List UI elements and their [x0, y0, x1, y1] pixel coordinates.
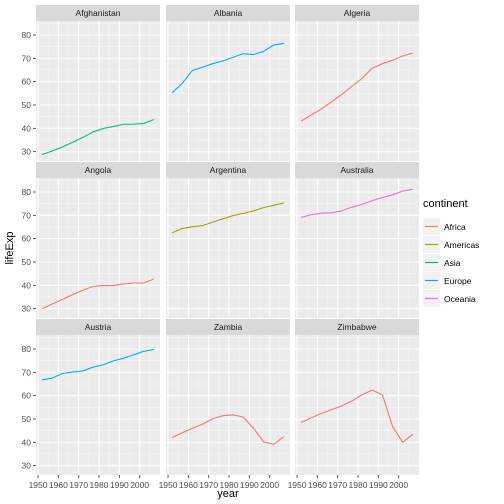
y-tick-label: 30: [22, 304, 32, 314]
facet-australia: Australia: [295, 162, 419, 318]
facet-strip: [295, 162, 419, 178]
facet-strip-label: Albania: [214, 8, 243, 18]
x-tick-label: 1970: [199, 480, 218, 490]
x-tick-label: 2000: [260, 480, 279, 490]
facet-strip: [36, 162, 160, 178]
y-axis: 30 40 50 60 70 80 30 40 50 60 70 80 30 40 50 60 70 80: [22, 30, 36, 471]
y-tick-label: 50: [22, 414, 32, 424]
y-tick-label: 30: [22, 147, 32, 157]
x-tick-label: 1980: [90, 480, 109, 490]
facet-strip: [166, 5, 290, 21]
legend-label: Oceania: [444, 294, 476, 304]
facet-strip: [36, 319, 160, 335]
facet-strip: [295, 319, 419, 335]
facet-austria: Austria: [36, 319, 160, 475]
x-tick-label: 2000: [389, 480, 408, 490]
y-axis-title: lifeExp: [4, 231, 16, 264]
facet-strip-label: Austria: [85, 322, 112, 332]
y-tick-label: 70: [22, 53, 32, 63]
legend: continent Africa Americas Asia Europe Oceani…: [423, 198, 479, 307]
legend-item-asia: Asia: [423, 254, 461, 271]
facet-afghanistan: Afghanistan: [36, 5, 160, 161]
facet-strip-label: Zimbabwe: [337, 322, 376, 332]
legend-title: continent: [423, 198, 468, 210]
x-axis: 1950 1960 1970 1980 1990 2000 1950 1960 1970 1980…: [29, 475, 408, 490]
x-tick-label: 2000: [130, 480, 149, 490]
y-tick-label: 50: [22, 257, 32, 267]
series-line-afghanistan: [41, 118, 155, 155]
x-tick-label: 1990: [110, 480, 129, 490]
legend-label: Asia: [444, 258, 461, 268]
facet-algeria: Algeria: [295, 5, 419, 161]
series-line-albania: [171, 42, 284, 94]
legend-label: Africa: [444, 222, 466, 232]
y-tick-label: 60: [22, 391, 32, 401]
y-tick-label: 70: [22, 367, 32, 377]
facet-strip-label: Zambia: [214, 322, 243, 332]
legend-item-oceania: Oceania: [423, 290, 476, 307]
series-line-argentina: [171, 202, 285, 234]
y-tick-label: 60: [22, 234, 32, 244]
legend-item-africa: Africa: [423, 218, 466, 235]
x-tick-label: 1980: [349, 480, 368, 490]
series-line-algeria: [300, 52, 414, 122]
y-tick-label: 40: [22, 437, 32, 447]
y-tick-label: 40: [22, 123, 32, 133]
x-tick-label: 1970: [69, 480, 88, 490]
y-tick-label: 80: [22, 344, 32, 354]
legend-item-europe: Europe: [423, 272, 472, 289]
x-axis-title: year: [217, 488, 239, 500]
x-tick-label: 1950: [159, 480, 178, 490]
facet-strip: [36, 5, 160, 21]
x-tick-label: 1990: [240, 480, 259, 490]
x-tick-label: 1990: [369, 480, 388, 490]
y-tick-label: 80: [22, 187, 32, 197]
facet-strip-label: Algeria: [344, 8, 371, 18]
y-tick-label: 80: [22, 30, 32, 40]
legend-item-americas: Americas: [423, 236, 479, 253]
series-line-zimbabwe: [300, 389, 414, 443]
series-line-zambia: [171, 414, 285, 445]
y-tick-label: 40: [22, 280, 32, 290]
facet-strip-label: Argentina: [210, 165, 247, 175]
facet-angola: Angola: [36, 162, 160, 318]
x-tick-label: 1950: [29, 480, 48, 490]
facet-strip: [166, 162, 290, 178]
legend-label: Europe: [444, 276, 472, 286]
x-tick-label: 1960: [179, 480, 198, 490]
x-tick-label: 1960: [49, 480, 68, 490]
x-tick-label: 1980: [220, 480, 239, 490]
x-tick-label: 1960: [308, 480, 327, 490]
facet-panels: Afghanistan Albania Algeria Angola Argentina…: [36, 5, 419, 475]
facet-strip-label: Angola: [85, 165, 112, 175]
facet-strip-label: Afghanistan: [76, 8, 121, 18]
y-tick-label: 70: [22, 210, 32, 220]
facet-albania: Albania: [166, 5, 290, 161]
facet-strip-label: Australia: [340, 165, 373, 175]
facet-strip: [295, 5, 419, 21]
facet-zambia: Zambia: [166, 319, 290, 475]
y-tick-label: 60: [22, 77, 32, 87]
series-line-austria: [42, 348, 154, 381]
series-line-australia: [300, 188, 413, 218]
legend-label: Americas: [444, 240, 479, 250]
y-tick-label: 30: [22, 461, 32, 471]
x-tick-label: 1950: [288, 480, 307, 490]
facet-strip: [166, 319, 290, 335]
facet-argentina: Argentina: [166, 162, 290, 318]
y-tick-label: 50: [22, 100, 32, 110]
x-tick-label: 1970: [328, 480, 347, 490]
series-line-angola: [41, 278, 155, 310]
facet-zimbabwe: Zimbabwe: [295, 319, 419, 475]
